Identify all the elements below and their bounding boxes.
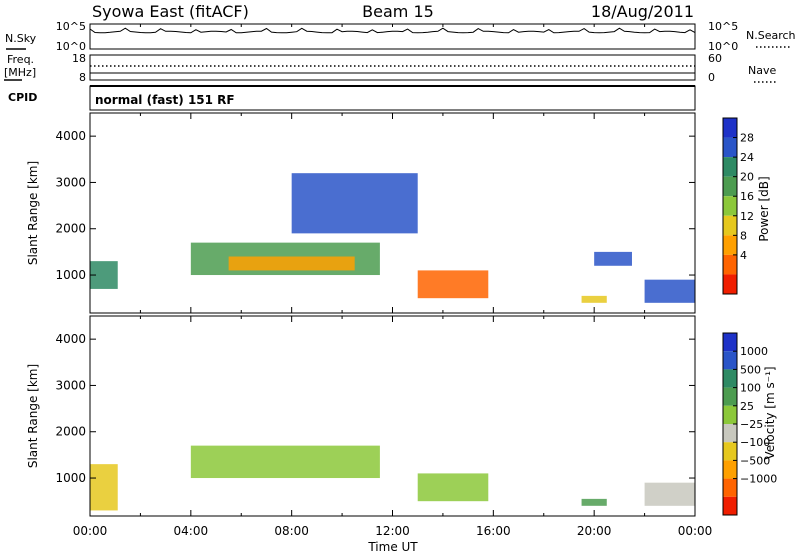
power-colorbar-label: Power [dB] (757, 176, 771, 241)
power-colorbar-segment (723, 274, 737, 294)
nave-label: Nave (748, 64, 776, 77)
velocity-panel: 4000 3000 2000 1000 Slant Range [km] 1000 50… (26, 315, 777, 554)
cpid-panel: CPID normal (fast) 151 RF (8, 85, 696, 111)
nsky-label: N.Sky (5, 32, 37, 45)
power-scatter-region (644, 279, 695, 303)
power-ylabel: Slant Range [km] (26, 161, 40, 265)
freq-label: Freq. (7, 53, 34, 66)
power-colorbar-frame (722, 117, 738, 295)
x-tick-label: 00:00 (73, 524, 108, 538)
velocity-colorbar-segment (723, 351, 737, 370)
power-colorbar-segment (723, 137, 737, 158)
power-colorbar-segment (723, 196, 737, 216)
power-colorbar-tick-label: 4 (740, 249, 747, 262)
velocity-colorbar-tick-label: 25 (740, 400, 754, 413)
power-scatter-region (594, 251, 632, 266)
velocity-scatter-region (644, 482, 695, 506)
nsky-panel: N.Sky 10^5 10^0 10^5 10^0 N.Search (5, 20, 796, 53)
power-ytick-label: 4000 (55, 129, 86, 143)
velocity-colorbar-tick-label: −25 (740, 418, 763, 431)
nsky-tick-top: 10^5 (56, 20, 86, 33)
freq-tick-bottom: 8 (79, 71, 86, 84)
power-ytick-label: 1000 (55, 268, 86, 282)
velocity-scatter-region (190, 445, 380, 479)
power-colorbar-tick-label: 24 (740, 151, 754, 164)
power-colorbar-segment (723, 176, 737, 197)
velocity-colorbar-segment (723, 424, 737, 443)
x-axis-label: Time UT (367, 540, 418, 554)
velocity-plot-frame (89, 315, 696, 517)
power-colorbar-segment (723, 157, 737, 177)
power-scatter-region (228, 256, 355, 271)
power-panel: 4000 3000 2000 1000 Slant Range [km] 28 24 20… (26, 112, 771, 314)
power-colorbar-tick-label: 12 (740, 210, 754, 223)
velocity-colorbar-tick-label: −1000 (740, 473, 777, 486)
plot-date: 18/Aug/2011 (591, 2, 694, 21)
power-colorbar-segment (723, 118, 737, 138)
velocity-colorbar-segment (723, 369, 737, 388)
nsearch-tick-bottom: 10^0 (708, 40, 738, 53)
power-colorbar-tick-label: 28 (740, 132, 754, 145)
cpid-value: normal (fast) 151 RF (95, 93, 235, 107)
x-tick-label: 08:00 (274, 524, 309, 538)
velocity-colorbar-tick-label: −500 (740, 454, 770, 467)
velocity-ytick-label: 4000 (55, 332, 86, 346)
velocity-scatter-region (90, 464, 118, 511)
velocity-colorbar-segment (723, 442, 737, 461)
freq-panel: Freq. [MHz] 18 8 60 0 Nave (4, 52, 776, 84)
velocity-colorbar-tick-label: 1000 (740, 345, 768, 358)
nsearch-label: N.Search (746, 29, 796, 42)
power-colorbar-segment (723, 215, 737, 236)
velocity-ytick-label: 1000 (55, 471, 86, 485)
velocity-ytick-label: 3000 (55, 378, 86, 392)
velocity-colorbar-segment (723, 405, 737, 424)
power-ytick-label: 2000 (55, 222, 86, 236)
nave-tick-bottom: 0 (708, 71, 715, 84)
power-ytick-label: 3000 (55, 175, 86, 189)
velocity-ytick-label: 2000 (55, 425, 86, 439)
power-colorbar-tick-label: 8 (740, 229, 747, 242)
velocity-colorbar-segment (723, 387, 737, 406)
velocity-colorbar-segment (723, 496, 737, 515)
power-colorbar-tick-label: 20 (740, 171, 754, 184)
x-tick-label: 12:00 (375, 524, 410, 538)
velocity-scatter-region (581, 498, 607, 506)
power-scatter-region (581, 295, 607, 303)
nsky-tick-bottom: 10^0 (56, 40, 86, 53)
nave-tick-top: 60 (708, 52, 722, 65)
velocity-colorbar-tick-label: 500 (740, 363, 761, 376)
cpid-label: CPID (8, 91, 37, 104)
plot-title: Syowa East (fitACF) (92, 2, 249, 21)
freq-unit: [MHz] (4, 66, 36, 79)
x-tick-label: 04:00 (174, 524, 209, 538)
velocity-colorbar-segment (723, 333, 737, 352)
nsky-trace (89, 27, 696, 34)
x-tick-label: 20:00 (577, 524, 612, 538)
x-tick-label: 00:00 (678, 524, 713, 538)
beam-label: Beam 15 (362, 2, 434, 21)
velocity-colorbar-segment (723, 478, 737, 497)
velocity-colorbar-tick-label: −100 (740, 436, 770, 449)
velocity-colorbar-label: Velocity [m s⁻¹] (763, 366, 777, 459)
power-scatter-region (417, 270, 489, 299)
nsearch-tick-top: 10^5 (708, 20, 738, 33)
power-colorbar-segment (723, 235, 737, 255)
velocity-scatter-region (417, 473, 489, 502)
velocity-colorbar-segment (723, 460, 737, 479)
x-tick-label: 16:00 (476, 524, 511, 538)
freq-tick-top: 18 (72, 52, 86, 65)
power-scatter-region (291, 173, 418, 234)
velocity-colorbar-tick-label: 100 (740, 382, 761, 395)
power-colorbar-tick-label: 16 (740, 190, 754, 203)
power-colorbar-segment (723, 254, 737, 275)
velocity-ylabel: Slant Range [km] (26, 364, 40, 468)
